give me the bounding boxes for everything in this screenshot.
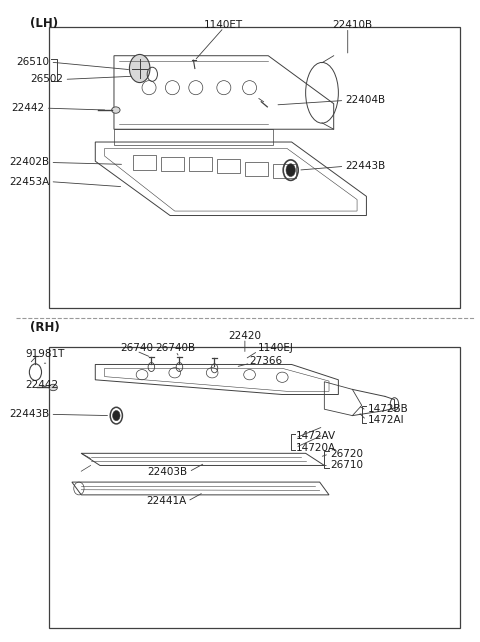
Bar <box>274 164 296 178</box>
Text: 1140ET: 1140ET <box>204 20 243 30</box>
Text: 22403B: 22403B <box>148 467 188 477</box>
Ellipse shape <box>112 107 120 113</box>
Text: 26740B: 26740B <box>156 343 196 353</box>
Text: 27366: 27366 <box>250 356 283 366</box>
Text: 1140EJ: 1140EJ <box>258 343 294 353</box>
Bar <box>217 159 240 173</box>
Bar <box>48 347 460 628</box>
Text: 26510: 26510 <box>16 57 49 67</box>
Text: (RH): (RH) <box>30 321 60 334</box>
Text: 26710: 26710 <box>330 460 363 471</box>
Text: 22420: 22420 <box>228 331 262 341</box>
Text: 22453A: 22453A <box>9 177 49 187</box>
Circle shape <box>113 410 120 421</box>
Ellipse shape <box>49 385 58 391</box>
Circle shape <box>286 164 295 177</box>
Bar <box>161 157 184 171</box>
Bar <box>133 155 156 169</box>
Text: 14720A: 14720A <box>296 442 336 453</box>
Text: 22410B: 22410B <box>332 20 372 30</box>
Text: (LH): (LH) <box>30 17 58 30</box>
Text: 1472BB: 1472BB <box>367 404 408 413</box>
Bar <box>48 27 460 308</box>
Text: 26740: 26740 <box>120 343 153 353</box>
Text: 22443B: 22443B <box>346 161 385 171</box>
Text: 22443B: 22443B <box>9 410 49 419</box>
Text: 22442: 22442 <box>25 380 58 390</box>
Circle shape <box>130 55 150 83</box>
Text: 26502: 26502 <box>31 74 63 84</box>
Text: 26720: 26720 <box>330 449 363 459</box>
Bar <box>245 162 268 176</box>
Text: 22402B: 22402B <box>9 157 49 168</box>
Text: 22442: 22442 <box>12 103 45 113</box>
Text: 91981T: 91981T <box>25 349 64 360</box>
Text: 22441A: 22441A <box>146 496 186 507</box>
Bar <box>189 157 212 171</box>
Text: 1472AV: 1472AV <box>296 431 336 441</box>
Text: 1472AI: 1472AI <box>367 415 404 425</box>
Text: 22404B: 22404B <box>346 96 385 105</box>
